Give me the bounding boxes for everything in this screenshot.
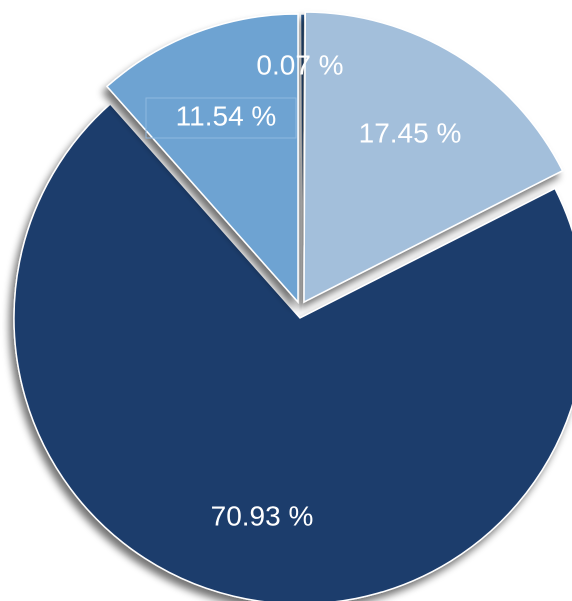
pie-slice-label: 11.54 % xyxy=(176,100,277,131)
pie-slice-label: 0.07 % xyxy=(256,49,343,80)
pie-slice-label: 17.45 % xyxy=(359,117,462,148)
pie-slice-label: 70.93 % xyxy=(211,500,314,531)
